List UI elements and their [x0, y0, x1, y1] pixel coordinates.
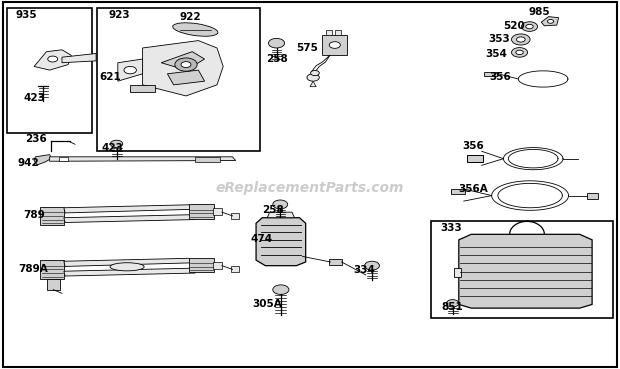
Bar [454, 268, 461, 277]
Bar [587, 193, 598, 199]
Text: 258: 258 [267, 54, 288, 64]
Circle shape [516, 37, 525, 42]
Bar [335, 30, 341, 35]
Ellipse shape [110, 263, 144, 271]
Circle shape [526, 24, 533, 29]
Text: 985: 985 [528, 7, 550, 17]
Bar [189, 204, 214, 219]
Circle shape [547, 20, 554, 23]
Polygon shape [34, 155, 51, 165]
Bar [195, 157, 220, 162]
Bar [329, 259, 342, 265]
Polygon shape [310, 81, 316, 87]
Circle shape [365, 261, 379, 270]
Text: 236: 236 [25, 134, 46, 145]
Text: eReplacementParts.com: eReplacementParts.com [216, 181, 404, 195]
Text: 935: 935 [16, 10, 37, 21]
Bar [7, 8, 92, 133]
Bar [40, 207, 64, 225]
Bar [46, 279, 60, 290]
Bar [431, 221, 613, 318]
Polygon shape [64, 268, 195, 276]
Bar [467, 155, 483, 162]
Circle shape [48, 56, 58, 62]
Polygon shape [64, 258, 195, 266]
Text: 851: 851 [441, 302, 463, 312]
Text: 356A: 356A [459, 184, 489, 194]
Bar [231, 266, 239, 272]
Polygon shape [167, 70, 205, 85]
Bar [322, 35, 347, 55]
Text: 922: 922 [180, 11, 202, 22]
Circle shape [329, 42, 340, 48]
Circle shape [175, 58, 197, 71]
Circle shape [110, 140, 123, 148]
Text: 333: 333 [440, 223, 462, 233]
Circle shape [446, 300, 459, 307]
Bar [213, 208, 222, 215]
Text: 520: 520 [503, 21, 525, 31]
Polygon shape [161, 52, 205, 70]
Bar [97, 8, 260, 151]
Bar [484, 72, 497, 76]
Polygon shape [50, 157, 236, 161]
Circle shape [516, 50, 523, 55]
Circle shape [512, 34, 530, 45]
Circle shape [512, 48, 528, 57]
Circle shape [268, 38, 285, 48]
Bar [326, 30, 332, 35]
Text: 423: 423 [24, 93, 45, 103]
Text: 334: 334 [353, 265, 375, 276]
Ellipse shape [173, 23, 218, 36]
Circle shape [181, 62, 191, 68]
Polygon shape [34, 50, 71, 70]
Text: 354: 354 [485, 48, 507, 59]
Text: 621: 621 [99, 72, 121, 83]
Polygon shape [62, 54, 96, 63]
Bar [40, 260, 64, 279]
Text: 423: 423 [101, 142, 123, 153]
Bar [231, 213, 239, 219]
Text: 353: 353 [489, 34, 510, 45]
Text: 258: 258 [262, 205, 284, 215]
Bar [213, 262, 222, 269]
Bar [189, 258, 214, 272]
Text: 789A: 789A [19, 264, 48, 275]
Text: 942: 942 [17, 158, 39, 169]
Polygon shape [118, 59, 143, 81]
Polygon shape [64, 205, 195, 213]
Polygon shape [64, 215, 195, 223]
Circle shape [311, 70, 319, 76]
Polygon shape [459, 234, 592, 308]
Text: 789: 789 [24, 210, 45, 220]
Circle shape [273, 200, 288, 209]
Polygon shape [541, 17, 559, 26]
Polygon shape [256, 218, 306, 266]
Bar [59, 157, 68, 161]
Text: 923: 923 [108, 10, 130, 21]
Text: 305A: 305A [252, 299, 282, 310]
Text: 356: 356 [490, 72, 511, 82]
Polygon shape [267, 212, 294, 218]
Polygon shape [130, 85, 155, 92]
Bar [451, 189, 465, 194]
Text: 356: 356 [463, 141, 484, 151]
Circle shape [307, 74, 319, 81]
Text: 474: 474 [250, 234, 273, 244]
Circle shape [521, 22, 538, 31]
Circle shape [124, 66, 136, 74]
Text: 575: 575 [296, 43, 318, 53]
Polygon shape [143, 41, 223, 96]
Circle shape [273, 285, 289, 294]
